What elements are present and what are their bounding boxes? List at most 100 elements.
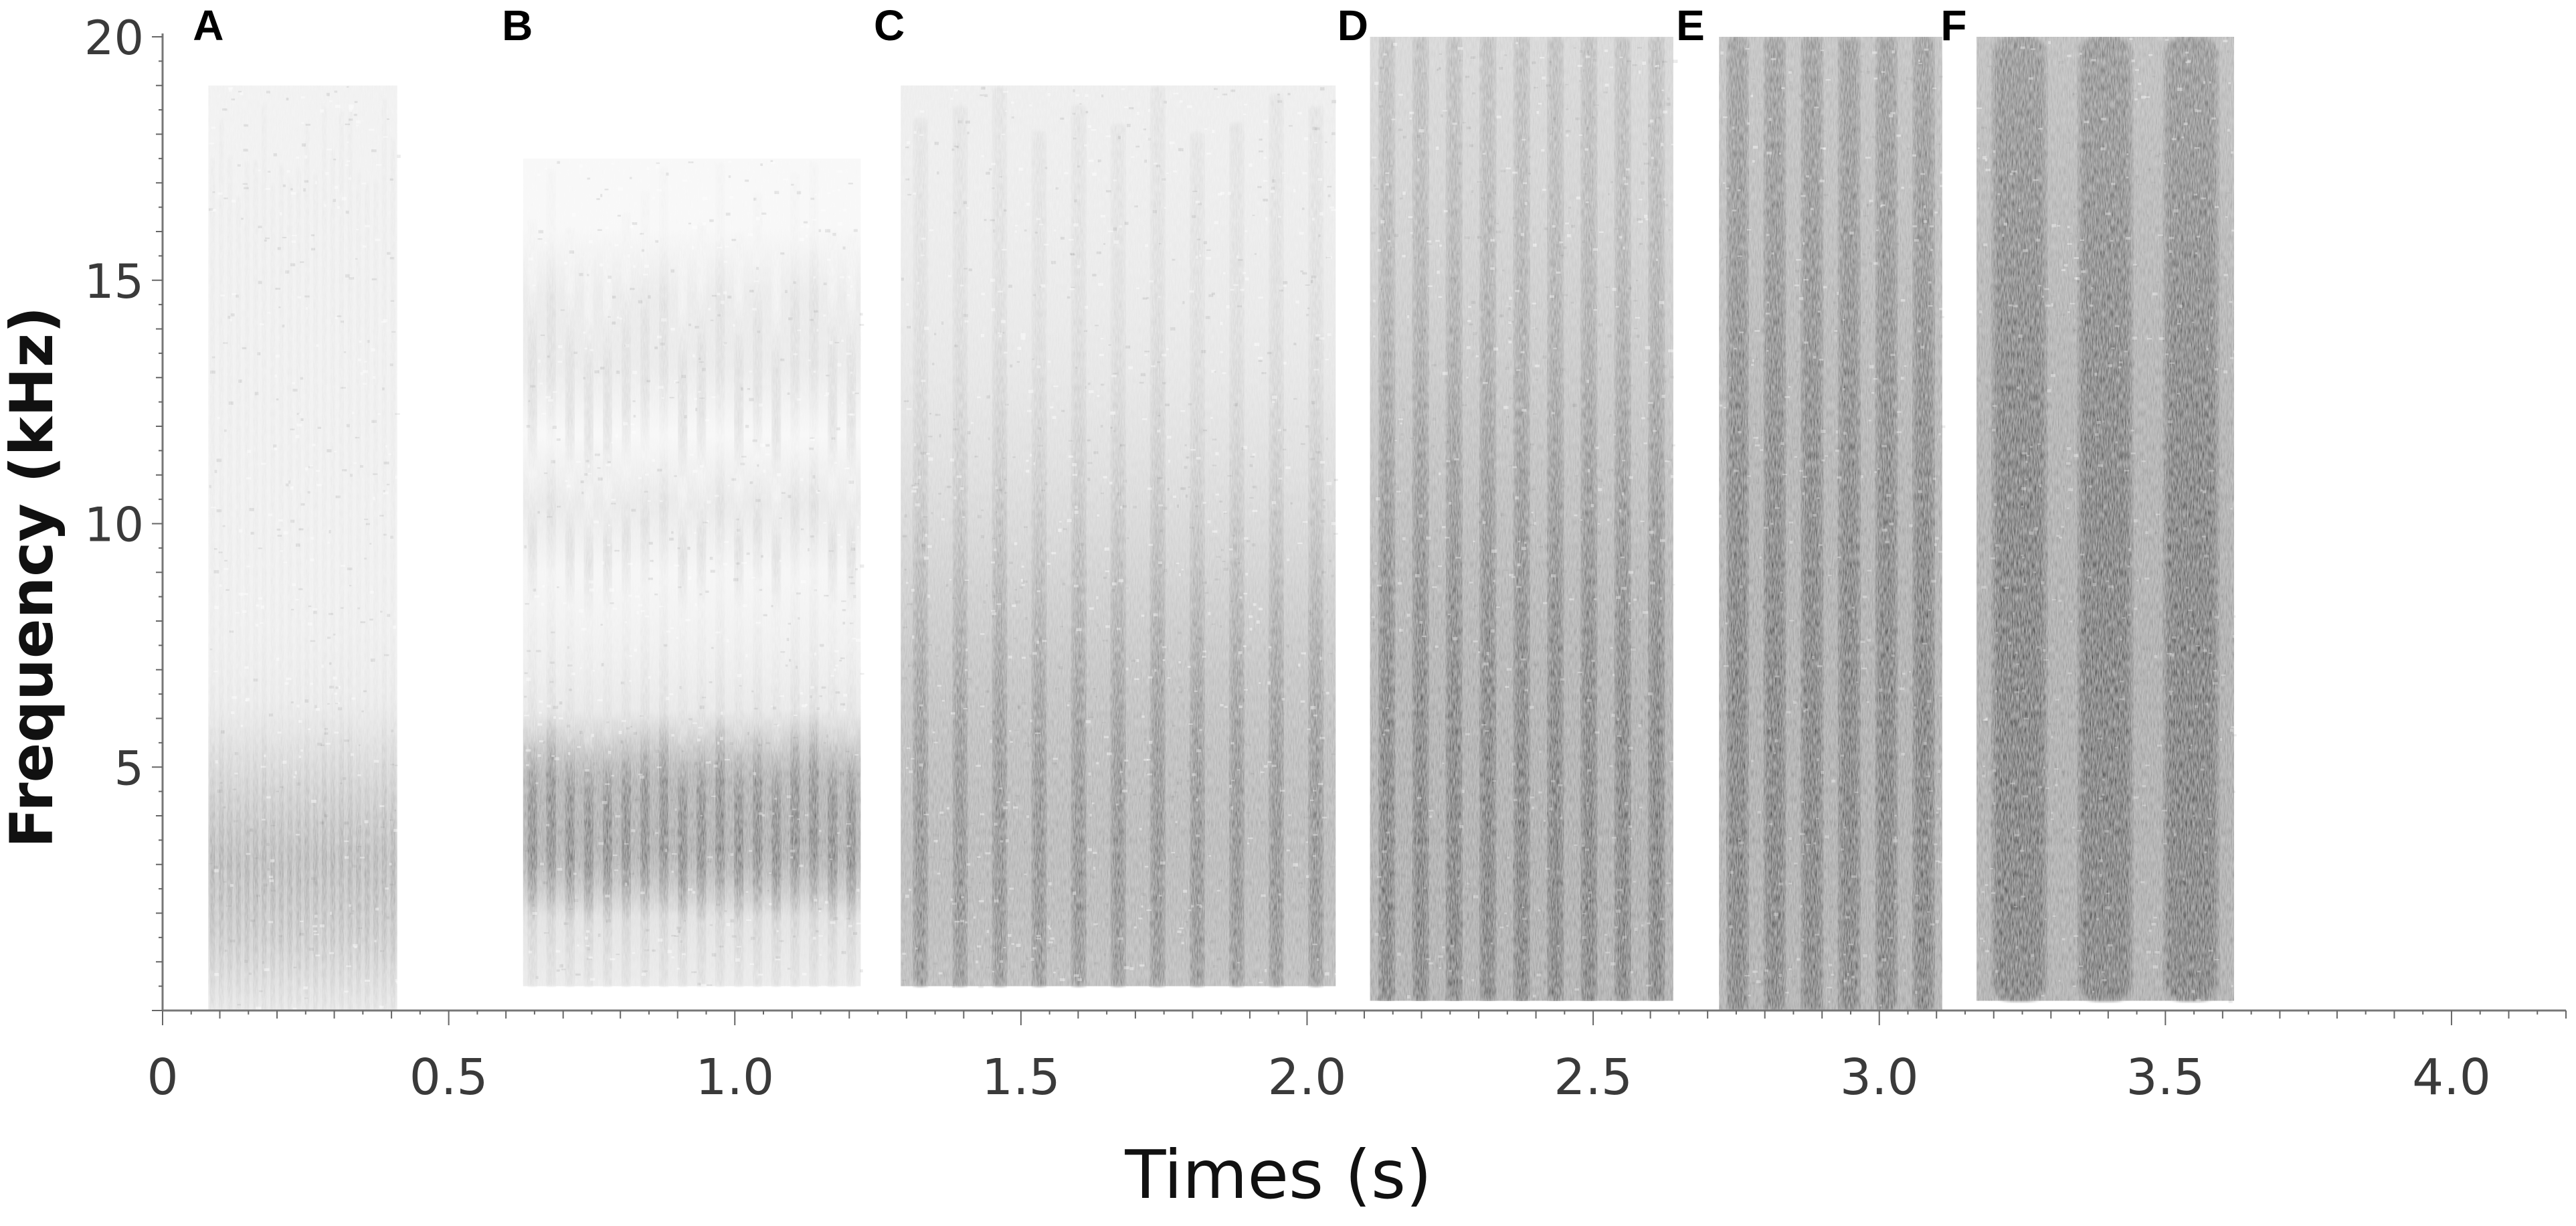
speckle xyxy=(1766,349,1769,352)
speckle xyxy=(2045,304,2051,307)
speckle xyxy=(395,413,400,415)
speckle xyxy=(1850,676,1854,679)
y-tick-label: 5 xyxy=(114,741,144,796)
speckle xyxy=(2141,714,2144,717)
speckle xyxy=(1011,943,1014,945)
speckle xyxy=(2049,676,2054,680)
speckle xyxy=(700,814,703,816)
spectrogram-pulse xyxy=(790,173,800,986)
speckle xyxy=(2011,302,2016,306)
speckle xyxy=(1237,769,1240,771)
speckle xyxy=(232,788,237,790)
speckle xyxy=(2099,873,2102,877)
speckle xyxy=(211,356,215,359)
speckle xyxy=(1295,300,1299,304)
speckle xyxy=(311,248,315,251)
speckle xyxy=(691,246,695,250)
speckle xyxy=(1319,337,1325,340)
speckle xyxy=(389,819,393,821)
speckle xyxy=(2185,479,2189,481)
speckle xyxy=(1335,857,1338,859)
speckle xyxy=(2051,224,2057,228)
speckle xyxy=(304,295,310,298)
speckle xyxy=(1452,648,1457,650)
speckle xyxy=(1271,764,1277,768)
speckle xyxy=(1522,547,1527,550)
speckle xyxy=(1870,880,1874,883)
speckle xyxy=(1813,513,1817,517)
speckle xyxy=(713,764,718,768)
speckle xyxy=(681,375,686,378)
speckle xyxy=(693,470,698,473)
speckle xyxy=(1325,691,1329,695)
speckle xyxy=(1645,361,1649,363)
speckle xyxy=(1833,301,1837,304)
spectrogram-panel-c xyxy=(901,85,1341,988)
speckle xyxy=(1103,243,1106,245)
speckle xyxy=(2032,559,2038,561)
speckle xyxy=(1495,713,1501,715)
speckle xyxy=(978,985,984,988)
speckle xyxy=(2151,181,2156,184)
speckle xyxy=(819,954,822,956)
speckle xyxy=(1247,539,1251,543)
speckle xyxy=(1178,686,1181,689)
speckle xyxy=(1899,687,1905,691)
speckle xyxy=(971,877,975,879)
speckle xyxy=(2039,155,2045,158)
speckle xyxy=(1817,497,1820,499)
speckle xyxy=(1738,841,1744,845)
speckle xyxy=(1806,175,1810,178)
x-tick-label: 4.0 xyxy=(2412,1049,2491,1106)
speckle xyxy=(1324,972,1329,976)
speckle xyxy=(746,552,750,555)
speckle xyxy=(296,704,300,708)
speckle xyxy=(1721,257,1724,260)
speckle xyxy=(1752,145,1758,149)
speckle xyxy=(1396,491,1401,493)
speckle xyxy=(373,497,375,500)
speckle xyxy=(301,96,306,99)
speckle xyxy=(312,608,318,610)
speckle xyxy=(733,578,739,582)
speckle xyxy=(213,865,219,869)
speckle xyxy=(329,100,333,102)
speckle xyxy=(932,731,935,733)
speckle xyxy=(1845,915,1850,919)
speckle xyxy=(1327,185,1332,188)
speckle xyxy=(714,495,719,497)
speckle xyxy=(1557,373,1560,377)
speckle xyxy=(2133,519,2138,523)
spectrogram-pulse xyxy=(771,246,781,986)
speckle xyxy=(1258,296,1264,299)
speckle xyxy=(1382,733,1386,736)
speckle xyxy=(1775,637,1780,640)
speckle xyxy=(998,534,1002,537)
speckle xyxy=(1439,244,1443,247)
speckle xyxy=(213,570,219,574)
speckle xyxy=(801,226,804,228)
speckle xyxy=(659,500,663,503)
speckle xyxy=(1417,158,1420,162)
speckle xyxy=(356,120,361,124)
speckle xyxy=(1028,389,1034,393)
speckle xyxy=(1565,222,1569,225)
speckle xyxy=(1473,640,1478,642)
speckle xyxy=(337,707,343,711)
speckle xyxy=(2013,905,2018,907)
speckle xyxy=(1402,135,1406,139)
speckle xyxy=(1901,752,1906,756)
speckle xyxy=(1736,723,1741,725)
speckle xyxy=(1931,580,1936,583)
speckle xyxy=(834,669,836,671)
speckle xyxy=(365,225,370,228)
speckle xyxy=(1425,958,1431,960)
speckle xyxy=(630,226,634,228)
speckle xyxy=(1024,742,1029,744)
speckle xyxy=(1737,958,1740,961)
speckle xyxy=(2029,531,2034,535)
speckle xyxy=(2003,871,2007,873)
speckle xyxy=(1802,476,1807,478)
speckle xyxy=(1867,246,1870,250)
speckle xyxy=(2021,183,2025,187)
